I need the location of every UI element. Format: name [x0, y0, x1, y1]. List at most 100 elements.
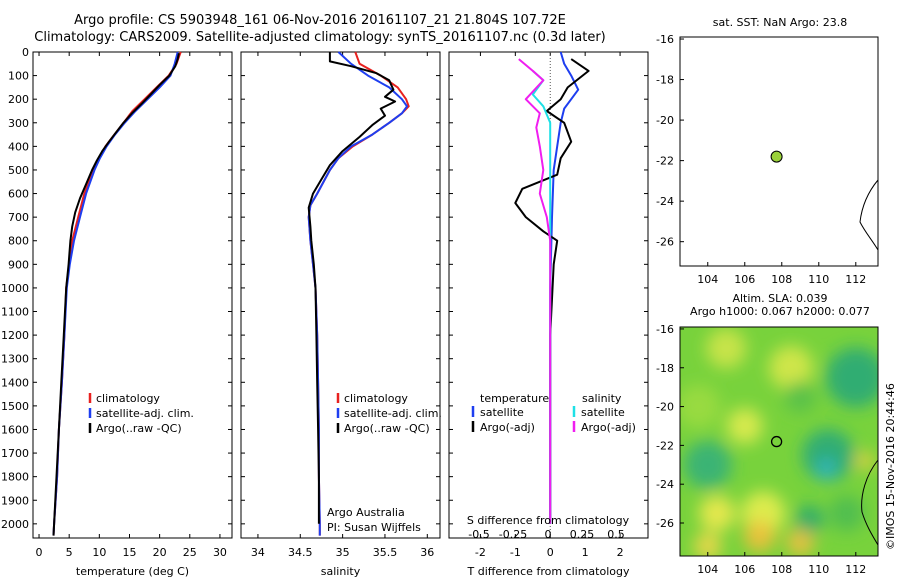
sla-y-tick-label: -26: [656, 517, 674, 530]
sla-x-tick-label: 108: [771, 563, 792, 576]
sla-blob: [795, 505, 824, 534]
x-tick-label: 30: [213, 546, 227, 559]
sst-y-tick-label: -20: [656, 114, 674, 127]
depth-tick-label: 900: [8, 258, 29, 271]
depth-tick-label: 1900: [1, 494, 29, 507]
salinity-legend-label: Argo(..raw -QC): [344, 422, 430, 435]
sst-y-tick-label: -22: [656, 155, 674, 168]
x-tick-label: 15: [122, 546, 136, 559]
sla-y-tick-label: -24: [656, 478, 674, 491]
salinity-series: [307, 51, 410, 536]
depth-tick-label: 1600: [1, 423, 29, 436]
title-line-2: Climatology: CARS2009. Satellite-adjuste…: [34, 30, 606, 45]
x-tick-label: -1: [510, 546, 521, 559]
sla-blob: [680, 384, 721, 429]
x-tick-label: 0: [547, 546, 554, 559]
x-tick-label: 35: [336, 546, 350, 559]
x-tick-label: 0: [36, 546, 43, 559]
title-line-1: Argo profile: CS 5903948_161 06-Nov-2016…: [74, 13, 566, 28]
sla-y-tick-label: -16: [656, 323, 674, 336]
depth-tick-label: 500: [8, 164, 29, 177]
x-tick-label: 35.5: [373, 546, 398, 559]
salinity-legend-label: climatology: [344, 392, 408, 405]
diff-s-tick-label: 0.25: [570, 528, 595, 541]
depth-tick-label: 700: [8, 211, 29, 224]
temperature-legend-label: Argo(..raw -QC): [96, 422, 182, 435]
sla-map-title-line-1: Altim. SLA: 0.039: [732, 292, 828, 305]
x-tick-label: 2: [617, 546, 624, 559]
sst-x-tick-label: 112: [845, 273, 866, 286]
diff-s-tick-label: 0: [545, 528, 552, 541]
sla-blob: [743, 520, 776, 553]
depth-tick-label: 100: [8, 70, 29, 83]
sla-y-tick-label: -18: [656, 362, 674, 375]
sla-map-title-line-2: Argo h1000: 0.067 h2000: 0.077: [690, 305, 870, 318]
sst-x-tick-label: 110: [808, 273, 829, 286]
coastline: [859, 179, 879, 251]
x-tick-label: -2: [475, 546, 486, 559]
sla-blob: [786, 528, 815, 556]
coastline: [861, 459, 878, 546]
depth-tick-label: 1500: [1, 400, 29, 413]
sst-y-tick-label: -24: [656, 195, 674, 208]
x-tick-label: 25: [183, 546, 197, 559]
depth-tick-label: 1800: [1, 471, 29, 484]
argo-australia-text: Argo Australia: [327, 506, 405, 519]
depth-tick-label: 2000: [1, 518, 29, 531]
sst-y-tick-label: -18: [656, 74, 674, 87]
salinity-legend-label: satellite-adj. clim.: [344, 407, 442, 420]
sla-x-tick-label: 104: [697, 563, 718, 576]
temperature-legend-label: satellite-adj. clim.: [96, 407, 194, 420]
sla-blob: [706, 328, 747, 369]
depth-tick-label: 1100: [1, 306, 29, 319]
sal-legend-heading: salinity: [582, 392, 622, 405]
depth-tick-label: 1000: [1, 282, 29, 295]
diff-s-tick-label: -0.25: [499, 528, 527, 541]
sst-y-tick-label: -16: [656, 33, 674, 46]
temperature-series: [52, 51, 182, 536]
x-tick-label: 34.5: [288, 546, 313, 559]
sst-x-tick-label: 106: [734, 273, 755, 286]
depth-tick-label: 0: [22, 46, 29, 59]
x-tick-label: 36: [420, 546, 434, 559]
sla-blob: [784, 380, 817, 413]
depth-tick-label: 1300: [1, 353, 29, 366]
sla-blob: [828, 495, 865, 532]
x-tick-label: 1: [582, 546, 589, 559]
pi-name-text: PI: Susan Wijffels: [327, 521, 421, 534]
series-line-temperature-argo-adj-: [514, 58, 590, 524]
sla-blob: [856, 451, 875, 470]
sla-x-tick-label: 106: [734, 563, 755, 576]
sla-blob: [693, 532, 722, 556]
salinity-frame: [240, 51, 441, 539]
difference-frame: [448, 51, 649, 539]
diff-s-tick-label: 0.5: [607, 528, 625, 541]
diff-s-label: S difference from climatology: [467, 514, 630, 527]
sla-blob: [769, 345, 814, 390]
sla-x-tick-label: 112: [845, 563, 866, 576]
imos-footer: ©IMOS 15-Nov-2016 20:44:46: [884, 383, 897, 550]
sla-blob: [825, 347, 878, 408]
sla-blob: [816, 458, 837, 479]
sst-y-tick-label: -26: [656, 236, 674, 249]
argo-float-marker: [770, 435, 783, 448]
sla-y-tick-label: -22: [656, 439, 674, 452]
sla-blob: [726, 407, 763, 444]
sla-blobs: [680, 328, 878, 556]
sla-y-tick-label: -20: [656, 401, 674, 414]
diff-s-tick-label: -0.5: [468, 528, 489, 541]
sla-blob: [683, 440, 732, 489]
sla-blob: [802, 429, 855, 482]
salinity-xlabel: salinity: [321, 565, 361, 578]
depth-tick-label: 400: [8, 140, 29, 153]
x-tick-label: 34: [251, 546, 265, 559]
temp-argo-label: Argo(-adj): [480, 421, 535, 434]
temp-legend-heading: temperature: [480, 392, 549, 405]
sla-x-tick-label: 110: [808, 563, 829, 576]
series-line-temperature-satellite: [549, 51, 580, 524]
difference-series: [514, 51, 590, 538]
temperature-legend-label: climatology: [96, 392, 160, 405]
series-line-argo-raw-qc-: [52, 53, 180, 536]
depth-tick-label: 1700: [1, 447, 29, 460]
